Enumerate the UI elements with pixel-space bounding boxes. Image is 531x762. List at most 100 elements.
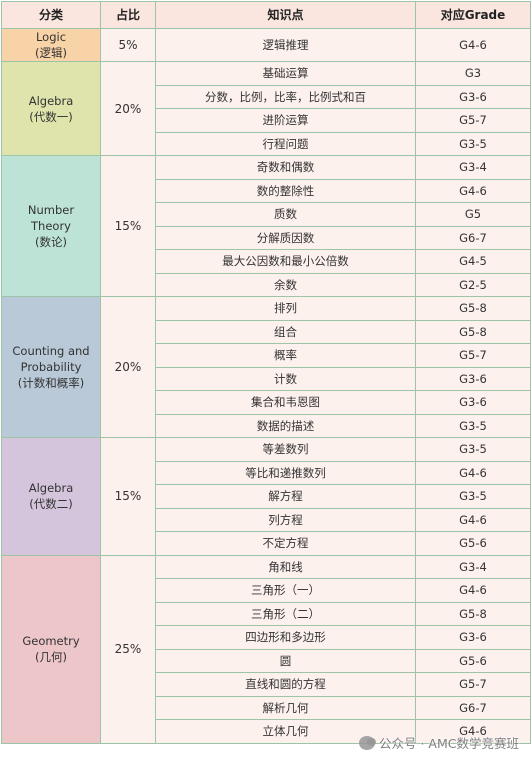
grade-cell: G3-6 [415,84,531,109]
header-grade: 对应Grade [415,1,531,29]
topic-cell: 圆 [155,648,416,673]
topic-cell: 基础运算 [155,61,416,86]
header-ratio: 占比 [100,1,156,29]
table-row: 集合和韦恩图 G3-6 [2,390,531,415]
grade-cell: G3-5 [415,131,531,156]
topic-cell: 四边形和多边形 [155,625,416,650]
topic-cell: 分解质因数 [155,225,416,250]
table-row: 解析几何 G6-7 [2,695,531,720]
grade-cell: G5-6 [415,531,531,556]
table-row: 三角形（二） G5-8 [2,601,531,626]
category-cell: Geometry (几何) [1,554,101,744]
table-row: Geometry (几何) 25% 角和线 G3-4 [1,554,531,744]
grade-cell: G3-5 [415,413,531,438]
grade-cell: G4-6 [415,460,531,485]
topic-cell: 质数 [155,202,416,227]
topic-cell: 直线和圆的方程 [155,672,416,697]
topic-cell: 组合 [155,319,416,344]
topic-cell: 列方程 [155,507,416,532]
table-row: Algebra (代数二) 15% 等差数列 G3-5 [1,437,531,556]
topic-cell: 集合和韦恩图 [155,390,416,415]
topic-cell: 逻辑推理 [155,28,416,62]
topic-cell: 角和线 [155,554,416,579]
table-row: 直线和圆的方程 G5-7 [2,672,531,697]
grade-cell: G5-6 [415,648,531,673]
table-row: Number Theory (数论) 15% 奇数和偶数 G3-4 [1,155,531,297]
grade-cell: G5-7 [415,108,531,133]
grade-cell: G3-5 [415,437,531,462]
grade-cell: G5-7 [415,343,531,368]
ratio-cell: 20% [100,296,156,438]
ratio-cell: 20% [100,61,156,156]
topic-cell: 不定方程 [155,531,416,556]
topic-cell: 进阶运算 [155,108,416,133]
grade-cell: G5-8 [415,319,531,344]
topic-cell: 解析几何 [155,695,416,720]
grade-cell: G3-6 [415,366,531,391]
category-cell: Counting and Probability (计数和概率) [1,296,101,438]
topic-cell: 最大公因数和最小公倍数 [155,249,416,274]
topic-cell: 等差数列 [155,437,416,462]
table-row: 数的整除性 G4-6 [2,178,531,203]
table-row: 进阶运算 G5-7 [2,108,531,133]
topic-cell: 排列 [155,296,416,321]
table-row: 质数 G5 [2,202,531,227]
grade-cell: G4-6 [415,28,531,62]
topic-cell: 计数 [155,366,416,391]
ratio-cell: 25% [100,554,156,744]
grade-cell: G3-5 [415,484,531,509]
grade-cell: G5 [415,202,531,227]
ratio-cell: 15% [100,155,156,297]
grade-cell: G2-5 [415,272,531,297]
table-row: Algebra (代数一) 20% 基础运算 G3 [1,61,531,156]
watermark-text: 公众号 · AMC数学竞赛班 [379,736,519,751]
grade-cell: G6-7 [415,225,531,250]
table-row: 三角形（一） G4-6 [2,578,531,603]
table-row: Counting and Probability (计数和概率) 20% 排列 G5-8 [1,296,531,438]
topic-cell: 奇数和偶数 [155,155,416,180]
table-row: 组合 G5-8 [2,319,531,344]
wechat-icon [359,735,376,750]
topic-cell: 等比和递推数列 [155,460,416,485]
grade-cell: G4-6 [415,719,531,744]
topic-cell: 数的整除性 [155,178,416,203]
table-row: 计数 G3-6 [2,366,531,391]
grade-cell: G4-5 [415,249,531,274]
grade-cell: G3-4 [415,155,531,180]
table-row: 分数，比例，比率，比例式和百 G3-6 [2,84,531,109]
table-row: 圆 G5-6 [2,648,531,673]
grade-cell: G5-8 [415,601,531,626]
watermark: 公众号 · AMC数学竞赛班 [359,733,519,752]
table-row: 等比和递推数列 G4-6 [2,460,531,485]
table-row: 解方程 G3-5 [2,484,531,509]
topic-cell: 分数，比例，比率，比例式和百 [155,84,416,109]
table-row: Logic (逻辑) 5% 逻辑推理 G4-6 [1,28,531,62]
table-row: 概率 G5-7 [2,343,531,368]
table-row: 余数 G2-5 [2,272,531,297]
category-cell: Number Theory (数论) [1,155,101,297]
grade-cell: G6-7 [415,695,531,720]
topic-cell: 数据的描述 [155,413,416,438]
topic-cell: 行程问题 [155,131,416,156]
category-cell: Algebra (代数二) [1,437,101,556]
table-row: 最大公因数和最小公倍数 G4-5 [2,249,531,274]
grade-cell: G3 [415,61,531,86]
category-cell: Algebra (代数一) [1,61,101,156]
ratio-cell: 15% [100,437,156,556]
grade-cell: G3-6 [415,390,531,415]
topic-cell: 解方程 [155,484,416,509]
header-topic: 知识点 [155,1,416,29]
table-row: 数据的描述 G3-5 [2,413,531,438]
grade-cell: G4-6 [415,178,531,203]
topic-cell: 概率 [155,343,416,368]
grade-cell: G4-6 [415,507,531,532]
header-row: 分类 占比 知识点 对应Grade [1,1,531,29]
grade-cell: G3-4 [415,554,531,579]
grade-cell: G5-7 [415,672,531,697]
topic-cell: 三角形（一） [155,578,416,603]
ratio-cell: 5% [100,28,156,62]
table-row: 分解质因数 G6-7 [2,225,531,250]
topic-cell: 三角形（二） [155,601,416,626]
amc-syllabus-table: 分类 占比 知识点 对应Grade Logic (逻辑) 5% 逻辑推理 G4-6 Alg… [1,1,531,744]
category-cell: Logic (逻辑) [1,28,101,62]
